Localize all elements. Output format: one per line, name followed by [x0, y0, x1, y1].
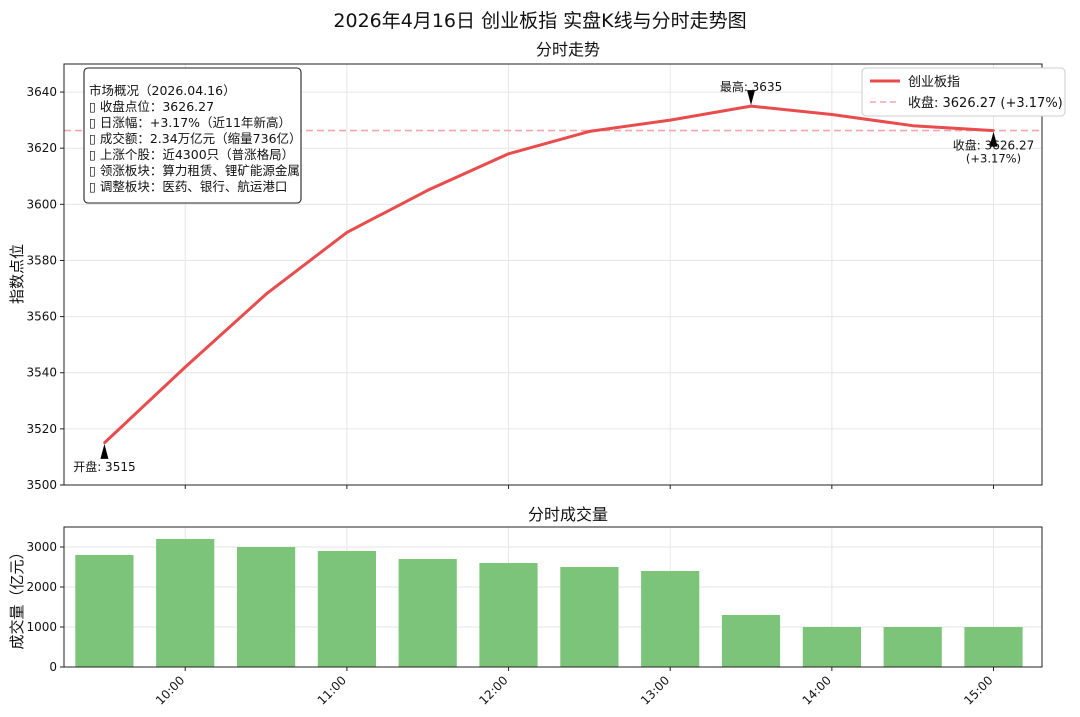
info-line: ▯ 上涨个股：近4300只（普涨格局） — [89, 147, 294, 162]
y-tick-label: 3500 — [26, 478, 57, 492]
line-point — [830, 113, 834, 116]
volume-bar — [802, 627, 861, 667]
y-tick-label: 3560 — [26, 310, 57, 324]
legend-close-label: 收盘: 3626.27 (+3.17%) — [908, 95, 1063, 111]
line-point — [103, 441, 106, 445]
volume-panel: 分时成交量 0 1000 2000 3000 10:00 11:00 12:00 13:00… — [8, 505, 1043, 708]
intraday-title: 分时走势 — [536, 40, 600, 59]
y-tick-label: 2000 — [26, 580, 57, 594]
line-point — [345, 231, 349, 234]
volume-bar — [721, 615, 781, 667]
line-point — [507, 152, 510, 156]
info-line: ▯ 收盘点位：3626.27 — [89, 99, 214, 114]
volume-x-ticks: 10:00 11:00 12:00 13:00 14:00 15:00 — [153, 667, 996, 708]
close-annotation: 收盘: 3626.27 (+3.17%) — [953, 131, 1034, 166]
info-line: ▯ 成交额：2.34万亿元（缩量736亿） — [89, 131, 302, 146]
open-label: 开盘: 3515 — [73, 459, 135, 474]
market-info-box: 市场概况（2026.04.16） ▯ 收盘点位：3626.27 ▯ 日涨幅：+3… — [83, 67, 302, 204]
y-tick-label: 3640 — [26, 85, 57, 99]
info-line: 市场概况（2026.04.16） — [89, 83, 236, 98]
info-line: ▯ 调整板块：医药、银行、航运港口 — [89, 179, 287, 194]
line-point — [992, 129, 995, 132]
volume-bar — [317, 551, 376, 667]
line-point — [588, 130, 591, 133]
line-point — [426, 189, 429, 192]
close-change-label: (+3.17%) — [966, 152, 1021, 166]
volume-ylabel: 成交量（亿元） — [8, 544, 26, 649]
volume-bar — [964, 627, 1023, 667]
close-arrow-icon — [989, 131, 998, 147]
high-label: 最高: 3635 — [720, 79, 782, 94]
intraday-panel: 分时走势 3500 3520 3540 3560 3580 3600 3620 3640 开盘… — [8, 40, 1066, 492]
line-point — [911, 124, 914, 127]
figure-title: 2026年4月16日 创业板指 实盘K线与分时走势图 — [333, 10, 746, 32]
line-point — [264, 292, 268, 296]
info-line: ▯ 日涨幅：+3.17%（近11年新高） — [89, 115, 291, 130]
legend-index-label: 创业板指 — [908, 75, 960, 90]
high-arrow-icon — [747, 90, 756, 106]
x-tick-label: 10:00 — [153, 673, 187, 707]
volume-plot-frame — [63, 526, 1043, 668]
intraday-grid — [64, 64, 1042, 486]
x-tick-label: 12:00 — [476, 673, 510, 707]
index-line — [103, 104, 994, 444]
legend-frame — [861, 67, 1066, 117]
volume-title: 分时成交量 — [528, 505, 608, 524]
open-annotation: 开盘: 3515 — [73, 443, 136, 474]
y-tick-label: 3580 — [26, 253, 57, 267]
y-tick-label: 3540 — [26, 366, 57, 380]
x-tick-label: 13:00 — [638, 673, 672, 707]
y-tick-label: 3000 — [26, 540, 57, 554]
volume-bars — [75, 539, 1023, 667]
intraday-x-ticks — [184, 485, 995, 489]
line-point — [184, 365, 187, 369]
y-tick-label: 1000 — [26, 620, 57, 634]
line-point — [668, 118, 672, 122]
y-tick-label: 3600 — [26, 197, 57, 211]
volume-bar — [237, 547, 296, 667]
line-point — [749, 104, 753, 108]
index-line-points — [103, 104, 995, 445]
y-tick-label: 3520 — [26, 422, 57, 436]
x-tick-label: 11:00 — [315, 673, 349, 707]
volume-bar — [560, 567, 619, 667]
intraday-plot-frame — [63, 63, 1043, 486]
y-tick-label: 3620 — [26, 141, 57, 155]
intraday-ylabel: 指数点位 — [8, 244, 26, 304]
volume-bar — [156, 539, 215, 667]
volume-y-ticks: 0 1000 2000 3000 — [26, 540, 64, 674]
intraday-y-ticks: 3500 3520 3540 3560 3580 3600 3620 3640 — [26, 85, 64, 492]
volume-bar — [641, 571, 700, 667]
x-tick-label: 14:00 — [800, 673, 834, 707]
close-label: 收盘: 3626.27 — [953, 138, 1034, 153]
intraday-legend: 创业板指 收盘: 3626.27 (+3.17%) — [861, 67, 1066, 117]
x-tick-label: 15:00 — [961, 673, 995, 707]
market-info-frame — [83, 67, 302, 204]
open-arrow-icon — [100, 443, 109, 459]
volume-bar — [75, 555, 134, 667]
high-annotation: 最高: 3635 — [720, 79, 782, 106]
volume-bar — [398, 559, 457, 667]
info-line: ▯ 领涨板块：算力租赁、锂矿能源金属 — [89, 163, 300, 178]
volume-bar — [479, 563, 538, 667]
volume-bar — [883, 627, 942, 667]
y-tick-label: 0 — [49, 660, 57, 674]
